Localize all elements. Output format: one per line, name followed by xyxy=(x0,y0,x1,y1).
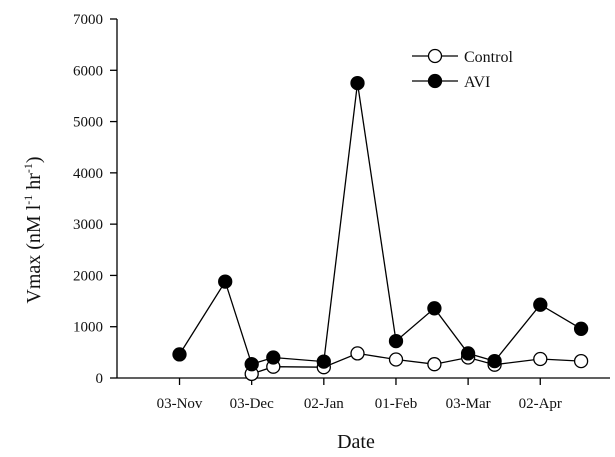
data-point-control xyxy=(427,357,442,372)
series-line-avi xyxy=(178,83,582,366)
data-point-avi xyxy=(427,301,442,316)
data-point-avi xyxy=(316,354,331,369)
y-tick-label: 5000 xyxy=(73,115,103,131)
data-point-control xyxy=(533,351,548,367)
x-tick-label: 01-Feb xyxy=(375,396,418,412)
x-axis-ticks: 03-Nov 03-Dec 02-Jan 01-Feb 03-Mar 02-Apr xyxy=(157,378,562,412)
series-lines xyxy=(178,83,582,375)
legend: Control AVI xyxy=(412,48,513,91)
y-axis-title: Vmax (nM l-1 hr-1) xyxy=(21,156,45,303)
x-tick-label: 03-Nov xyxy=(157,396,203,412)
y-axis-title-sup1: -1 xyxy=(21,195,35,205)
x-axis-title: Date xyxy=(337,431,375,453)
data-point-avi xyxy=(573,321,589,336)
data-point-control xyxy=(573,353,589,369)
y-tick-label: 4000 xyxy=(73,166,103,182)
data-point-control xyxy=(388,352,404,367)
data-point-avi xyxy=(460,346,476,361)
y-tick-label: 7000 xyxy=(73,12,103,28)
legend-marker-control xyxy=(427,48,443,64)
x-tick-label: 03-Mar xyxy=(446,396,491,412)
series-points xyxy=(172,75,589,382)
data-point-avi xyxy=(266,350,281,365)
legend-label-avi: AVI xyxy=(464,74,490,91)
y-tick-label: 3000 xyxy=(73,217,103,233)
series-line-control xyxy=(251,352,582,375)
x-tick-label: 03-Dec xyxy=(230,396,274,412)
legend-marker-avi xyxy=(427,73,443,89)
y-axis-title-mid: hr xyxy=(23,173,45,195)
y-axis-title-main: Vmax (nM l xyxy=(23,204,45,303)
legend-label-control: Control xyxy=(464,49,513,66)
y-tick-label: 6000 xyxy=(73,63,103,79)
data-point-avi xyxy=(218,274,233,289)
data-point-avi xyxy=(244,357,259,372)
data-point-avi xyxy=(533,297,548,312)
y-axis-title-end: ) xyxy=(23,156,45,163)
data-point-avi xyxy=(487,353,502,369)
y-axis-ticks: 0 1000 2000 3000 4000 5000 6000 7000 xyxy=(73,12,117,387)
y-tick-label: 1000 xyxy=(73,320,103,336)
y-tick-label: 2000 xyxy=(73,268,103,284)
x-tick-label: 02-Jan xyxy=(304,396,344,412)
y-axis-title-sup2: -1 xyxy=(21,163,35,173)
data-point-avi xyxy=(388,333,404,349)
plot-frame xyxy=(116,19,610,379)
x-tick-label: 02-Apr xyxy=(519,396,562,412)
data-point-avi xyxy=(350,75,365,91)
y-tick-label: 0 xyxy=(96,371,104,387)
data-point-control xyxy=(350,346,365,361)
data-point-avi xyxy=(172,347,187,362)
